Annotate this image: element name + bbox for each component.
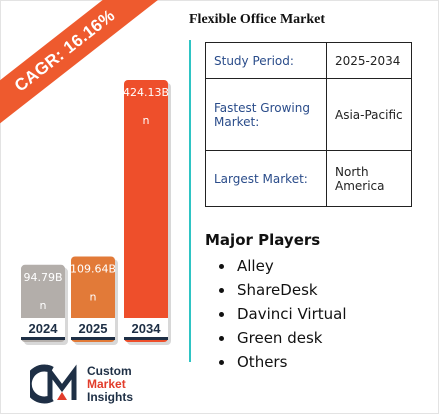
- bar-value-label: 109.64B: [70, 262, 116, 275]
- year-underline: [124, 337, 168, 340]
- market-size-bar-chart: 94.79B n 2024 109.64B n 2025 424.13B n 2034: [21, 80, 171, 345]
- logo-wordmark: Custom Market Insights: [87, 365, 133, 404]
- company-logo: Custom Market Insights: [24, 362, 150, 406]
- x-tick-label: 2034: [132, 321, 162, 336]
- player-item: Green desk: [217, 326, 347, 350]
- logo-line-2: Market: [87, 377, 126, 391]
- year-underline: [21, 337, 65, 340]
- info-label: Largest Market:: [205, 150, 327, 207]
- player-item: Davinci Virtual: [217, 302, 347, 326]
- player-item: ShareDesk: [217, 278, 347, 302]
- info-row-study-period: Study Period: 2025-2034: [205, 42, 412, 79]
- info-row-fastest-growing: Fastest Growing Market: Asia-Pacific: [205, 78, 412, 151]
- cagr-ribbon: CAGR: 16.16%: [0, 0, 170, 130]
- vertical-divider: [189, 40, 191, 362]
- bar-unit-label: n: [90, 290, 97, 303]
- bar-unit-label: n: [40, 299, 47, 312]
- info-label: Fastest Growing Market:: [205, 78, 327, 151]
- player-item: Others: [217, 350, 347, 374]
- info-label: Study Period:: [205, 42, 327, 79]
- player-item: Alley: [217, 254, 347, 278]
- info-value: North America: [326, 150, 412, 207]
- logo-line-3: Insights: [87, 390, 134, 404]
- info-value: 2025-2034: [326, 42, 412, 79]
- year-label-box: [71, 318, 115, 340]
- x-tick-label: 2025: [79, 321, 108, 336]
- logo-line-1: Custom: [87, 364, 132, 378]
- year-label-box: [124, 318, 168, 340]
- x-tick-label: 2024: [29, 321, 59, 336]
- cmi-logo-icon: [24, 364, 77, 404]
- info-value: Asia-Pacific: [326, 78, 412, 151]
- major-players-list: Alley ShareDesk Davinci Virtual Green de…: [217, 254, 347, 374]
- bar-value-label: 94.79B: [23, 271, 62, 284]
- market-info-table: Study Period: 2025-2034 Fastest Growing …: [205, 42, 412, 207]
- info-row-largest-market: Largest Market: North America: [205, 150, 412, 207]
- year-underline: [71, 337, 115, 340]
- major-players-heading: Major Players: [205, 231, 321, 249]
- chart-title: Flexible Office Market: [189, 12, 326, 27]
- bar-unit-label: n: [143, 114, 150, 127]
- cagr-label: CAGR: 16.16%: [0, 0, 159, 130]
- bar-value-label: 424.13B: [123, 86, 169, 99]
- year-label-box: [21, 318, 65, 340]
- bar-2034: [124, 80, 168, 342]
